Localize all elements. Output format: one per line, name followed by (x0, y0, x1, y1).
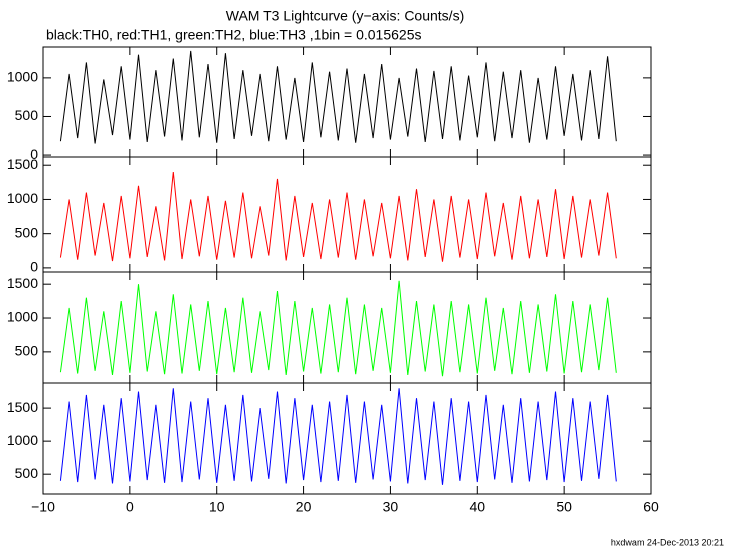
footer: hxdwam 24-Dec-2013 20:21 (611, 537, 724, 547)
y-tick-label: 1500 (7, 275, 38, 291)
x-tick-label: 10 (209, 499, 225, 515)
y-tick-label: 0 (30, 146, 38, 162)
y-tick-label: 1000 (7, 69, 38, 85)
data-line (59, 280, 617, 377)
x-tick-label: 60 (643, 499, 659, 515)
y-tick-label: 0 (30, 259, 38, 275)
x-tick-label: 50 (556, 499, 572, 515)
x-tick-label: 20 (296, 499, 312, 515)
panel-frame (42, 382, 652, 495)
y-tick-label: 500 (15, 465, 39, 481)
y-tick-label: 1000 (7, 190, 38, 206)
x-tick-label: 0 (126, 499, 134, 515)
y-tick-label: 1500 (7, 156, 38, 172)
chart-subtitle: black:TH0, red:TH1, green:TH2, blue:TH3 … (46, 27, 421, 43)
x-tick-label: 40 (469, 499, 485, 515)
y-tick-label: 500 (15, 343, 39, 359)
data-line (59, 50, 617, 144)
y-tick-label: 500 (15, 107, 39, 123)
panel-frame (42, 156, 652, 273)
y-tick-label: 500 (15, 224, 39, 240)
x-tick-label: −10 (31, 499, 55, 515)
y-tick-label: 1500 (7, 399, 38, 415)
y-tick-label: 1000 (7, 309, 38, 325)
data-line (59, 388, 617, 485)
x-tick-label: 30 (383, 499, 399, 515)
data-line (59, 172, 617, 262)
chart-title: WAM T3 Lightcurve (y−axis: Counts/s) (226, 8, 464, 24)
y-tick-label: 1000 (7, 432, 38, 448)
